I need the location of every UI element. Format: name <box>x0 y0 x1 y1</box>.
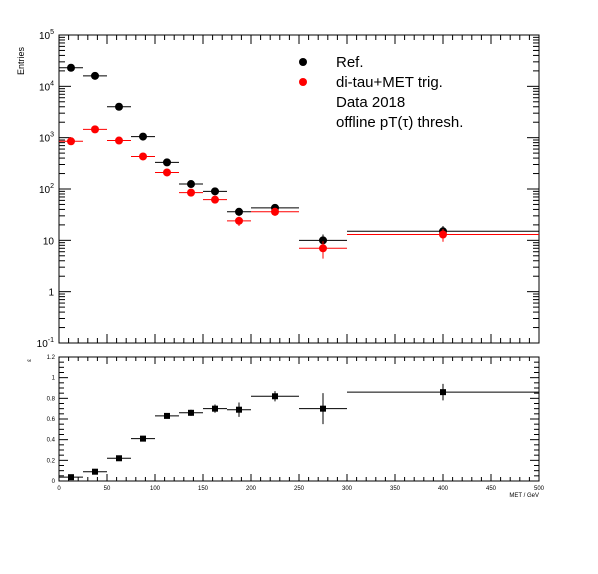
ratio-y-tick-label: 1 <box>52 376 56 382</box>
data-point <box>320 405 326 412</box>
legend-label: Data 2018 <box>336 94 405 111</box>
ratio-x-tick-label: 300 <box>342 486 353 492</box>
y-tick-label: 104 <box>39 80 54 93</box>
ratio-y-tick-label: 0.4 <box>47 438 56 444</box>
y-tick-label-exp: 4 <box>50 80 54 87</box>
ratio-x-tick-label: 450 <box>486 486 497 492</box>
data-point <box>163 168 171 177</box>
data-point <box>115 136 123 145</box>
data-point <box>115 102 123 111</box>
y-tick-label-exp: -1 <box>48 337 54 344</box>
y-tick-label-base: 1 <box>48 288 54 299</box>
ratio-x-tick-label: 50 <box>104 486 111 492</box>
data-point <box>211 195 219 204</box>
ratio-y-tick-label: 0 <box>52 479 56 485</box>
data-point <box>139 152 147 161</box>
ratio-x-tick-label: 200 <box>246 486 257 492</box>
data-point <box>164 412 170 419</box>
ratio-x-tick-label: 250 <box>294 486 305 492</box>
ratio-y-tick-label: 0.6 <box>47 417 56 423</box>
y-tick-label-base: 10 <box>39 185 51 196</box>
ratio-x-tick-label: 0 <box>57 486 61 492</box>
series-ref <box>59 63 539 249</box>
data-point <box>235 216 243 225</box>
data-point <box>91 125 99 134</box>
legend-label: Ref. <box>336 54 364 71</box>
ratio-y-tick-label: 0.8 <box>47 396 56 402</box>
y-tick-label: 103 <box>39 132 54 145</box>
data-point <box>235 207 243 216</box>
series-efficiency <box>59 383 539 481</box>
data-point <box>188 409 194 416</box>
legend-label: offline pT(τ) thresh. <box>336 114 463 131</box>
legend-marker <box>299 58 307 66</box>
data-point <box>272 393 278 400</box>
y-tick-label-base: 10 <box>43 236 55 247</box>
y-tick-label: 10 <box>43 236 55 247</box>
data-point <box>91 71 99 80</box>
ratio-x-tick-label: 100 <box>150 486 161 492</box>
ratio-y-tick-label: 1.2 <box>47 355 56 361</box>
top-y-axis-title: Entries <box>16 47 26 76</box>
bottom-panel: 0 0.2 0.4 0.6 0.8 1 1.2 0 50 100 150 200 250 300 350 40… <box>27 355 545 499</box>
ratio-x-axis-title: MET / GeV <box>509 493 539 499</box>
y-tick-label-exp: 3 <box>50 132 54 139</box>
data-point <box>67 63 75 72</box>
data-point <box>319 236 327 245</box>
y-tick-label: 10-1 <box>37 337 54 350</box>
ratio-x-tick-label: 350 <box>390 486 401 492</box>
data-point <box>211 187 219 196</box>
data-point <box>163 158 171 167</box>
ratio-x-tick-label: 500 <box>534 486 545 492</box>
y-tick-label-exp: 2 <box>50 183 54 190</box>
ratio-y-tick-label: 0.2 <box>47 458 56 464</box>
data-point <box>68 474 74 481</box>
data-point <box>236 406 242 413</box>
data-point <box>92 468 98 475</box>
data-point <box>212 405 218 412</box>
data-point <box>187 180 195 189</box>
y-tick-label-base: 10 <box>37 339 49 350</box>
ratio-y-axis-title: ε <box>27 359 33 362</box>
y-tick-label-base: 10 <box>39 31 51 42</box>
data-point <box>439 230 447 239</box>
y-tick-label: 105 <box>39 29 54 42</box>
data-point <box>140 435 146 442</box>
data-point <box>67 137 75 146</box>
legend: Ref. di-tau+MET trig. Data 2018 offline pT(… <box>299 54 463 131</box>
y-tick-label-base: 10 <box>39 134 51 145</box>
y-tick-label-exp: 5 <box>50 29 54 36</box>
series-trigger <box>59 125 539 259</box>
y-tick-label: 102 <box>39 183 54 196</box>
data-point <box>440 389 446 396</box>
data-point <box>139 132 147 141</box>
ratio-x-tick-label: 150 <box>198 486 209 492</box>
data-point <box>187 188 195 197</box>
legend-label: di-tau+MET trig. <box>336 74 443 91</box>
data-point <box>319 244 327 253</box>
y-tick-label-base: 10 <box>39 82 51 93</box>
data-point <box>271 207 279 216</box>
data-point <box>116 455 122 462</box>
legend-marker <box>299 78 307 86</box>
ratio-x-tick-label: 400 <box>438 486 449 492</box>
y-tick-label: 1 <box>48 288 54 299</box>
